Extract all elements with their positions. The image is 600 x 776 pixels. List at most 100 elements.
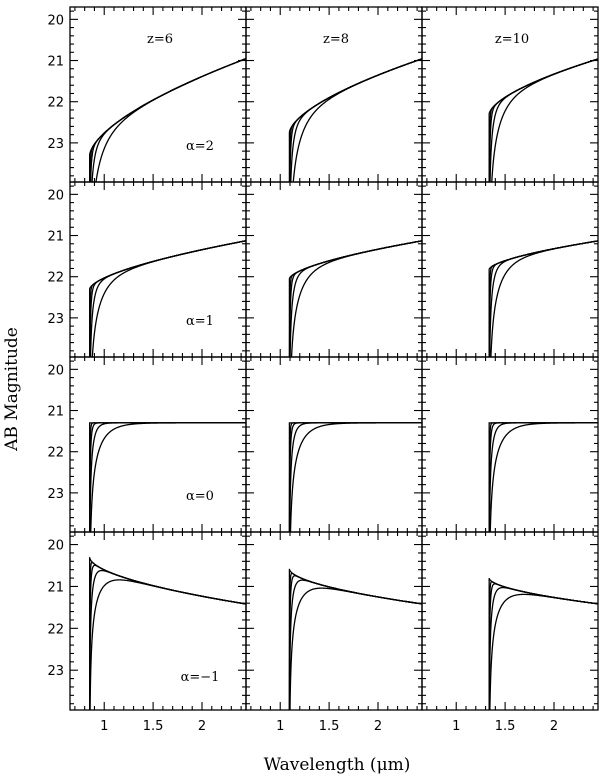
- x-tick-label: 1: [100, 719, 108, 734]
- curve-line-1: [288, 58, 422, 182]
- x-tick-label: 2: [374, 719, 382, 734]
- y-tick-label: 22: [47, 446, 64, 461]
- alpha-label: α=−1: [181, 670, 220, 685]
- y-tick-label: 23: [47, 487, 64, 502]
- curve-line-4: [489, 58, 598, 182]
- curve-line-1: [288, 240, 422, 357]
- curve-group: [488, 240, 598, 357]
- y-tick-label: 20: [47, 539, 64, 554]
- curve-line-5: [491, 58, 598, 182]
- curve-group: [288, 422, 422, 532]
- x-tick-label: 2: [550, 719, 558, 734]
- curve-line-1: [488, 240, 598, 357]
- curve-group: [488, 578, 598, 710]
- x-tick-label: 1.5: [143, 719, 164, 734]
- curve-line-2: [89, 561, 246, 710]
- curve-line-5: [292, 58, 422, 182]
- panel-frame: [421, 181, 599, 358]
- curve-line-3: [288, 422, 422, 532]
- curve-line-5: [290, 240, 422, 357]
- curve-group: [288, 568, 422, 710]
- curve-line-5: [489, 422, 598, 532]
- y-tick-label: 22: [47, 622, 64, 637]
- curve-line-1: [89, 240, 246, 357]
- panel-frame: [69, 356, 247, 533]
- curve-line-1: [488, 578, 598, 710]
- y-tick-label: 22: [47, 96, 64, 111]
- curve-line-1: [288, 422, 422, 532]
- y-tick-label: 20: [47, 363, 64, 378]
- curve-line-3: [89, 240, 246, 357]
- y-tick-label: 23: [47, 664, 64, 679]
- y-tick-label: 20: [47, 13, 64, 28]
- x-tick-label: 1.5: [319, 719, 340, 734]
- curve-line-1: [488, 422, 598, 532]
- curve-group: [89, 240, 246, 357]
- panel-6-alpha-1: 20 21 22 23 α=1: [47, 181, 247, 358]
- curve-line-2: [488, 422, 598, 532]
- curve-line-5: [91, 240, 246, 357]
- tick-group: [70, 182, 246, 357]
- curve-line-4: [488, 422, 598, 532]
- curve-line-3: [488, 422, 598, 532]
- panel-10-alpha-0: [421, 356, 599, 533]
- curve-line-5: [289, 422, 422, 532]
- curve-line-2: [288, 240, 422, 357]
- redshift-label: z=6: [147, 32, 173, 47]
- redshift-label: z=8: [323, 32, 349, 47]
- panel-8-alpha-2: z=8: [245, 6, 423, 183]
- panel-8-alpha-1: [245, 181, 423, 358]
- curve-line-3: [89, 564, 246, 710]
- tick-group: [246, 182, 422, 357]
- alpha-label: α=2: [186, 139, 214, 154]
- redshift-label: z=10: [495, 32, 529, 47]
- curve-line-4: [91, 57, 246, 182]
- y-tick-label: 23: [47, 137, 64, 152]
- curve-line-2: [89, 240, 246, 357]
- curve-line-4: [290, 58, 422, 182]
- tick-group: [422, 532, 598, 710]
- curve-line-1: [89, 57, 246, 182]
- tick-group: [246, 357, 422, 532]
- panel-frame: [245, 356, 423, 533]
- curve-line-4: [289, 422, 422, 532]
- tick-group: [70, 7, 246, 182]
- panel-frame: [69, 531, 247, 711]
- y-tick-label: 21: [47, 405, 64, 420]
- curve-line-2: [288, 572, 422, 710]
- curve-line-4: [89, 240, 246, 357]
- curve-line-5: [89, 579, 246, 710]
- panel-6-alpha-2: 20 21 22 23 z=6 α=2: [47, 6, 247, 183]
- panel-10-alpha-2: z=10: [421, 6, 599, 183]
- curve-line-3: [289, 58, 422, 182]
- curve-line-4: [288, 579, 422, 710]
- y-tick-label: 20: [47, 188, 64, 203]
- curve-line-5: [95, 57, 246, 182]
- curve-line-5: [289, 587, 422, 710]
- panel-6-alpha-0: 20 21 22 23 α=0: [47, 356, 247, 533]
- x-tick-label: 2: [198, 719, 206, 734]
- curve-group: [89, 57, 246, 182]
- y-tick-label: 23: [47, 312, 64, 327]
- curve-line-5: [489, 593, 598, 710]
- curve-line-2: [488, 240, 598, 357]
- curve-group: [288, 240, 422, 357]
- x-tick-label: 1: [452, 719, 460, 734]
- curve-line-3: [89, 57, 246, 182]
- curve-line-3: [89, 422, 246, 532]
- panel-frame: [245, 181, 423, 358]
- curve-group: [288, 58, 422, 182]
- curve-group: [89, 557, 246, 710]
- panel-8-alpha-0: [245, 356, 423, 533]
- curve-line-4: [489, 240, 598, 357]
- panel-6-alpha--1: 20 21 22 23 1 1.5 2 α=−1: [47, 531, 247, 734]
- tick-group: [246, 532, 422, 710]
- curve-line-4: [89, 569, 246, 710]
- curve-line-3: [488, 240, 598, 357]
- curve-line-2: [89, 422, 246, 532]
- alpha-label: α=1: [186, 314, 214, 329]
- tick-group: [246, 7, 422, 182]
- curve-line-1: [488, 58, 598, 182]
